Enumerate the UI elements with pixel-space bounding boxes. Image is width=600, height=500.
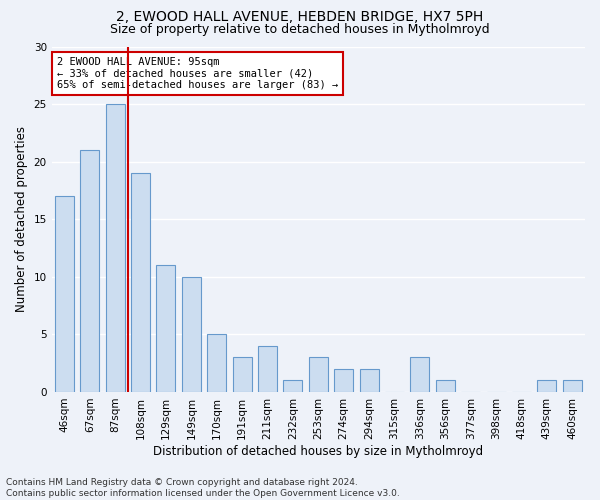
Y-axis label: Number of detached properties: Number of detached properties [15,126,28,312]
Bar [309,358,328,392]
Bar [207,334,226,392]
Bar [410,358,430,392]
Bar [283,380,302,392]
Bar [80,150,99,392]
Text: 2, EWOOD HALL AVENUE, HEBDEN BRIDGE, HX7 5PH: 2, EWOOD HALL AVENUE, HEBDEN BRIDGE, HX7… [116,10,484,24]
Text: Size of property relative to detached houses in Mytholmroyd: Size of property relative to detached ho… [110,22,490,36]
Text: Contains HM Land Registry data © Crown copyright and database right 2024.
Contai: Contains HM Land Registry data © Crown c… [6,478,400,498]
Bar [436,380,455,392]
Bar [182,277,201,392]
Bar [131,173,150,392]
Text: 2 EWOOD HALL AVENUE: 95sqm
← 33% of detached houses are smaller (42)
65% of semi: 2 EWOOD HALL AVENUE: 95sqm ← 33% of deta… [57,57,338,90]
Bar [233,358,251,392]
Bar [538,380,556,392]
Bar [359,369,379,392]
Bar [334,369,353,392]
Bar [157,266,175,392]
X-axis label: Distribution of detached houses by size in Mytholmroyd: Distribution of detached houses by size … [153,444,484,458]
Bar [106,104,125,392]
Bar [55,196,74,392]
Bar [258,346,277,392]
Bar [563,380,582,392]
